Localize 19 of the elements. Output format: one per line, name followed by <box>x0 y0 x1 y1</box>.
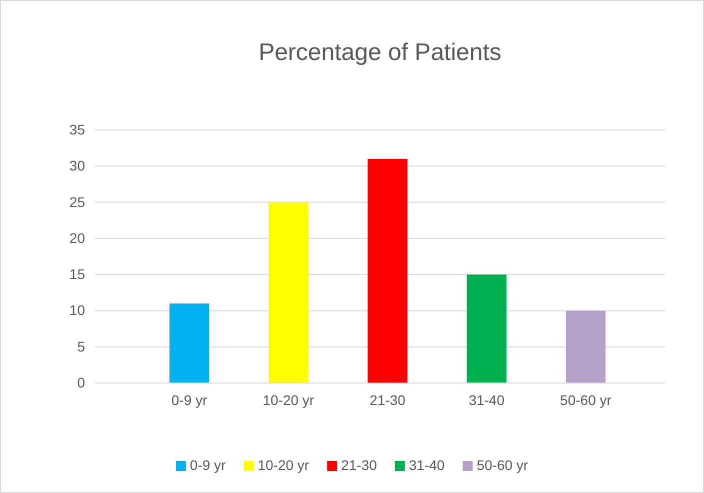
chart-title: Percentage of Patients <box>258 39 502 66</box>
x-tick-label: 50-60 yr <box>560 392 612 408</box>
y-tick-label: 0 <box>77 374 86 390</box>
y-tick-label: 10 <box>69 302 86 318</box>
y-tick-label: 30 <box>69 158 86 174</box>
y-tick-label: 25 <box>69 194 86 210</box>
x-tick-label: 21-30 <box>370 392 406 408</box>
legend-label: 21-30 <box>341 457 378 473</box>
y-tick-label: 15 <box>69 266 86 282</box>
x-tick-label: 31-40 <box>468 392 505 408</box>
x-tick-label: 10-20 yr <box>262 392 314 408</box>
y-tick-label: 5 <box>77 338 86 354</box>
x-tick-label: 0-9 yr <box>171 392 208 408</box>
y-tick-label: 20 <box>69 230 86 246</box>
legend-label: 0-9 yr <box>190 457 226 473</box>
legend-label: 50-60 yr <box>476 457 528 473</box>
y-tick-label: 35 <box>69 121 86 138</box>
legend-label: 31-40 <box>408 457 445 473</box>
legend-label: 10-20 yr <box>258 457 310 473</box>
